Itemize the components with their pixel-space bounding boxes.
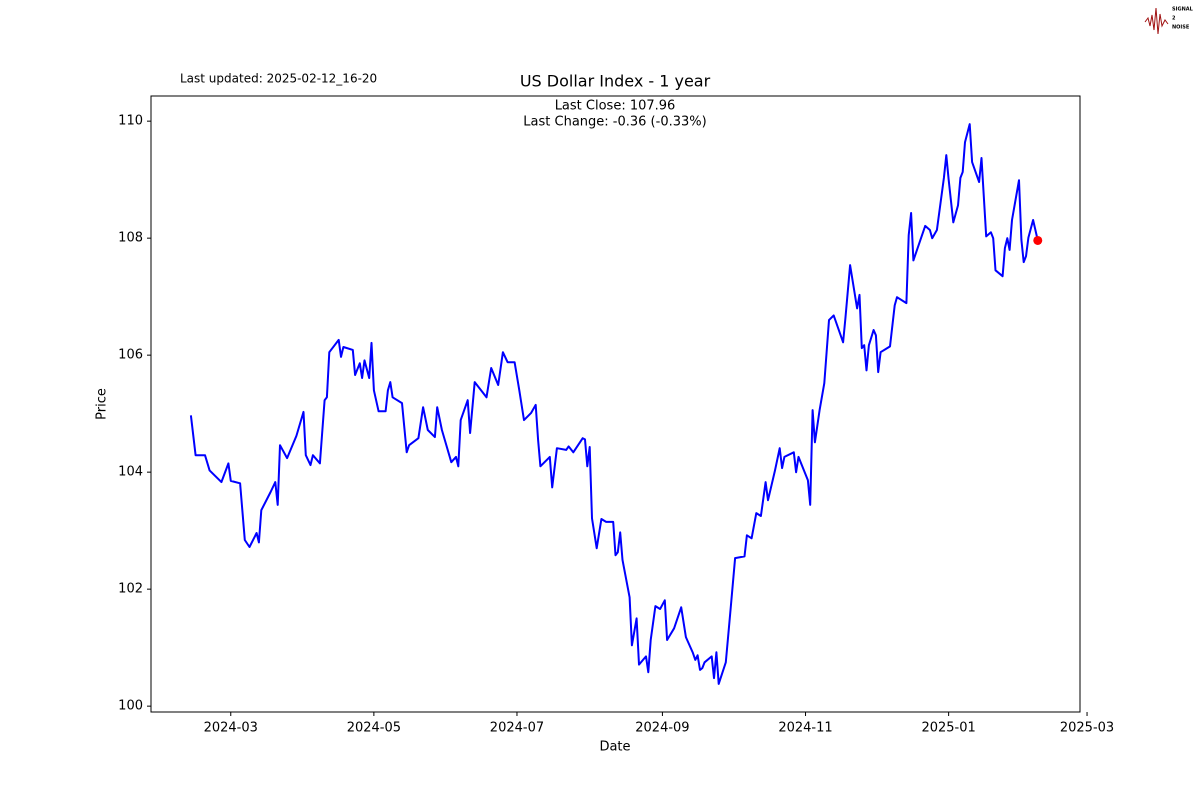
last-point: [1033, 235, 1043, 245]
plot-frame: [150, 95, 1081, 713]
x-tick-label: 2025-01: [921, 721, 975, 736]
annotation: Last Close: 107.96: [555, 99, 676, 114]
logo-text: NOISE: [1172, 25, 1190, 31]
y-tick-label: 100: [118, 699, 143, 714]
logo-wave: [1144, 7, 1169, 35]
x-axis-label: Date: [599, 740, 630, 755]
y-axis-label: Price: [95, 388, 110, 420]
x-tick-label: 2024-09: [635, 721, 689, 736]
logo-text: SIGNAL: [1172, 7, 1194, 13]
logo-text: 2: [1172, 16, 1176, 22]
chart-title: US Dollar Index - 1 year: [520, 72, 711, 91]
y-tick-label: 108: [118, 231, 143, 246]
x-tick-label: 2025-03: [1060, 721, 1114, 736]
annotation: Last Change: -0.36 (-0.33%): [523, 115, 706, 130]
updated-note: Last updated: 2025-02-12_16-20: [180, 72, 377, 86]
x-tick-label: 2024-05: [347, 721, 401, 736]
x-tick-label: 2024-07: [490, 721, 544, 736]
logo: SIGNAL 2 NOISE: [1144, 7, 1194, 35]
price-line: [189, 123, 1039, 685]
y-tick-label: 106: [118, 348, 143, 363]
x-tick-label: 2024-03: [204, 721, 258, 736]
y-tick-label: 102: [118, 582, 143, 597]
y-tick-label: 104: [118, 465, 143, 480]
x-tick-label: 2024-11: [778, 721, 832, 736]
y-tick-label: 110: [118, 114, 143, 129]
